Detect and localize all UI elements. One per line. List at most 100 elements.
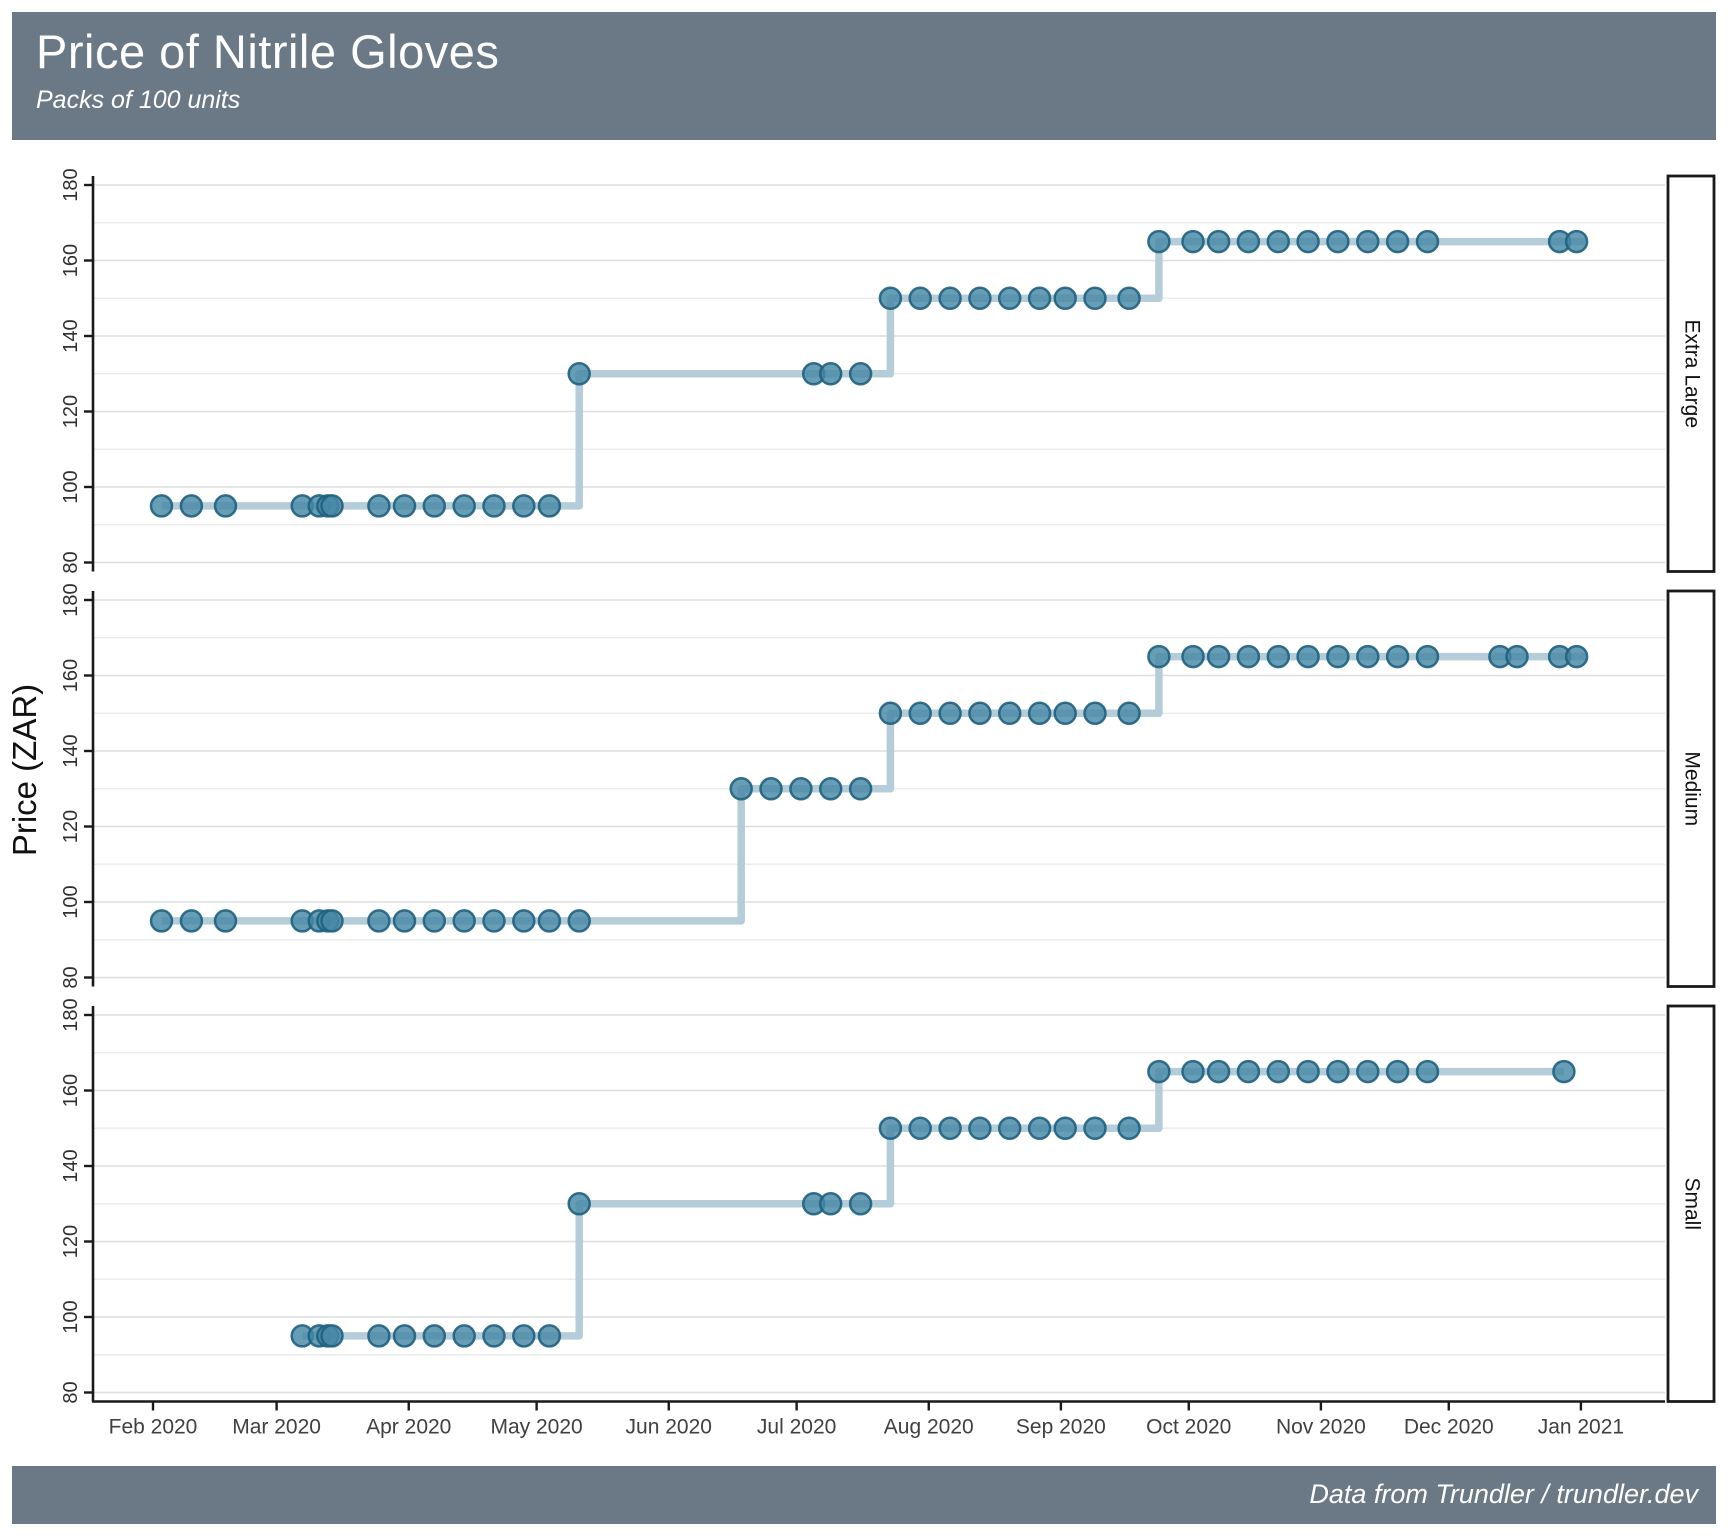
x-tick-label: May 2020 <box>490 1416 582 1439</box>
data-point <box>938 286 962 311</box>
data-point <box>482 909 506 933</box>
data-point <box>908 286 932 311</box>
data-point <box>367 494 391 518</box>
facet-strip <box>1666 1004 1716 1403</box>
data-point <box>179 494 204 518</box>
data-point <box>1117 701 1141 726</box>
data-point <box>149 494 174 518</box>
data-point <box>1356 1059 1380 1084</box>
data-point <box>1083 701 1107 726</box>
x-tick-label: Dec 2020 <box>1404 1416 1494 1439</box>
x-tick-label: Feb 2020 <box>109 1416 198 1439</box>
y-tick-label: 180 <box>60 998 82 1031</box>
data-point <box>1266 1059 1291 1084</box>
data-point <box>213 909 238 933</box>
data-point <box>392 1324 417 1348</box>
data-point <box>1296 1059 1320 1084</box>
data-point <box>1505 644 1529 669</box>
y-tick-label: 100 <box>60 885 82 918</box>
y-tick-label: 160 <box>60 1074 82 1107</box>
data-point <box>848 362 873 386</box>
data-point <box>878 701 903 726</box>
data-point <box>367 1324 391 1348</box>
figure-title: Price of Nitrile Gloves <box>36 25 500 78</box>
y-tick-label: 180 <box>60 583 82 616</box>
data-point <box>1356 644 1380 669</box>
data-point <box>1206 1059 1231 1084</box>
data-point <box>1356 229 1380 254</box>
data-point <box>537 494 562 518</box>
data-point <box>1053 701 1077 726</box>
data-point <box>1296 644 1320 669</box>
y-tick-label: 120 <box>60 810 82 843</box>
data-point <box>1415 229 1440 254</box>
y-tick-label: 80 <box>60 551 82 573</box>
y-tick-label: 140 <box>60 319 82 352</box>
data-point <box>938 1116 962 1141</box>
y-tick-label: 180 <box>60 168 82 201</box>
data-point <box>1083 286 1107 311</box>
facet-strip-label: Extra Large <box>1681 319 1704 428</box>
data-point <box>968 701 992 726</box>
facet-strip-label: Small <box>1681 1177 1704 1230</box>
data-point <box>1326 644 1350 669</box>
data-point <box>1027 701 1052 726</box>
data-point <box>1181 229 1205 254</box>
data-point <box>1181 644 1205 669</box>
data-point <box>1027 286 1052 311</box>
data-point <box>452 909 476 933</box>
data-point <box>1385 1059 1410 1084</box>
x-tick-label: Mar 2020 <box>232 1416 321 1439</box>
data-point <box>1117 1116 1141 1141</box>
data-point <box>179 909 204 933</box>
data-point <box>422 909 447 933</box>
x-tick-label: Jun 2020 <box>626 1416 712 1439</box>
data-point <box>392 494 417 518</box>
data-point <box>1117 286 1141 311</box>
data-point <box>567 362 591 386</box>
data-point <box>320 1324 344 1348</box>
y-axis-title: Price (ZAR) <box>6 684 43 856</box>
data-point <box>1564 229 1589 254</box>
data-point <box>1206 229 1231 254</box>
data-point <box>997 1116 1022 1141</box>
data-point <box>968 1116 992 1141</box>
data-point <box>968 286 992 311</box>
data-point <box>512 1324 536 1348</box>
facet-strip <box>1666 589 1716 988</box>
data-point <box>997 286 1022 311</box>
data-point <box>1083 1116 1107 1141</box>
data-point <box>878 1116 903 1141</box>
data-point <box>1296 229 1320 254</box>
data-point <box>320 494 344 518</box>
data-point <box>1385 644 1410 669</box>
data-point <box>729 777 753 801</box>
data-point <box>1552 1059 1576 1084</box>
data-point <box>1326 1059 1350 1084</box>
data-point <box>997 701 1022 726</box>
data-point <box>537 909 562 933</box>
y-tick-label: 140 <box>60 1149 82 1182</box>
data-point <box>452 1324 476 1348</box>
y-tick-label: 100 <box>60 1300 82 1333</box>
data-point <box>1147 1059 1171 1084</box>
x-tick-label: Oct 2020 <box>1146 1416 1231 1439</box>
data-point <box>1236 1059 1261 1084</box>
facet-step-chart: Price (ZAR) 80 100 120 140 160 180 Extra Large… <box>6 168 1716 1439</box>
x-tick-label: Sep 2020 <box>1016 1416 1106 1439</box>
data-point <box>908 1116 932 1141</box>
data-point <box>1147 644 1171 669</box>
x-tick-label: Apr 2020 <box>366 1416 451 1439</box>
data-point <box>818 362 843 386</box>
y-tick-label: 160 <box>60 244 82 277</box>
data-point <box>482 494 506 518</box>
x-tick-label: Aug 2020 <box>884 1416 974 1439</box>
data-point <box>512 494 536 518</box>
data-point <box>422 494 447 518</box>
y-tick-label: 120 <box>60 1225 82 1258</box>
data-point <box>908 701 932 726</box>
x-tick-label: Nov 2020 <box>1276 1416 1366 1439</box>
data-point <box>567 1192 591 1216</box>
figure-header: Price of Nitrile Gloves Packs of 100 uni… <box>12 12 1716 140</box>
data-point <box>938 701 962 726</box>
